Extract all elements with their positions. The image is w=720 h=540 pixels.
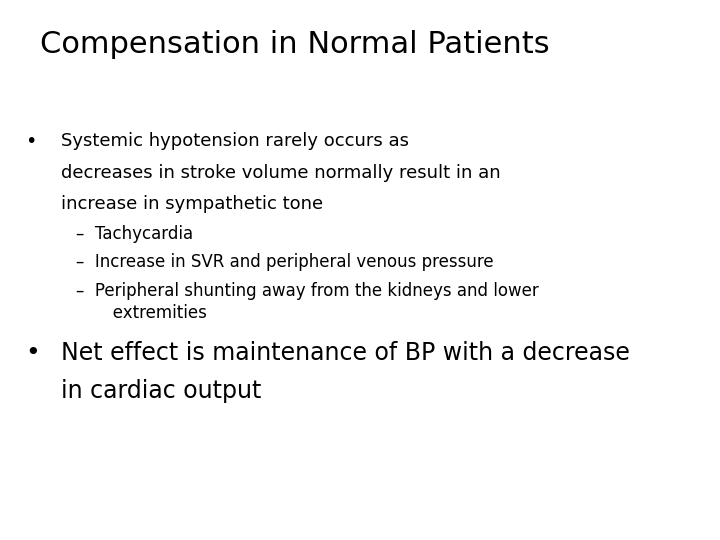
Text: –  Peripheral shunting away from the kidneys and lower
       extremities: – Peripheral shunting away from the kidn…	[76, 282, 539, 322]
Text: Compensation in Normal Patients: Compensation in Normal Patients	[40, 30, 549, 59]
Text: –  Tachycardia: – Tachycardia	[76, 225, 193, 242]
Text: Net effect is maintenance of BP with a decrease: Net effect is maintenance of BP with a d…	[61, 341, 630, 364]
Text: Systemic hypotension rarely occurs as: Systemic hypotension rarely occurs as	[61, 132, 409, 150]
Text: –  Increase in SVR and peripheral venous pressure: – Increase in SVR and peripheral venous …	[76, 253, 493, 271]
Text: decreases in stroke volume normally result in an: decreases in stroke volume normally resu…	[61, 164, 501, 181]
Text: increase in sympathetic tone: increase in sympathetic tone	[61, 195, 323, 213]
Text: in cardiac output: in cardiac output	[61, 380, 261, 403]
Text: •: •	[25, 341, 40, 364]
Text: •: •	[25, 132, 37, 151]
